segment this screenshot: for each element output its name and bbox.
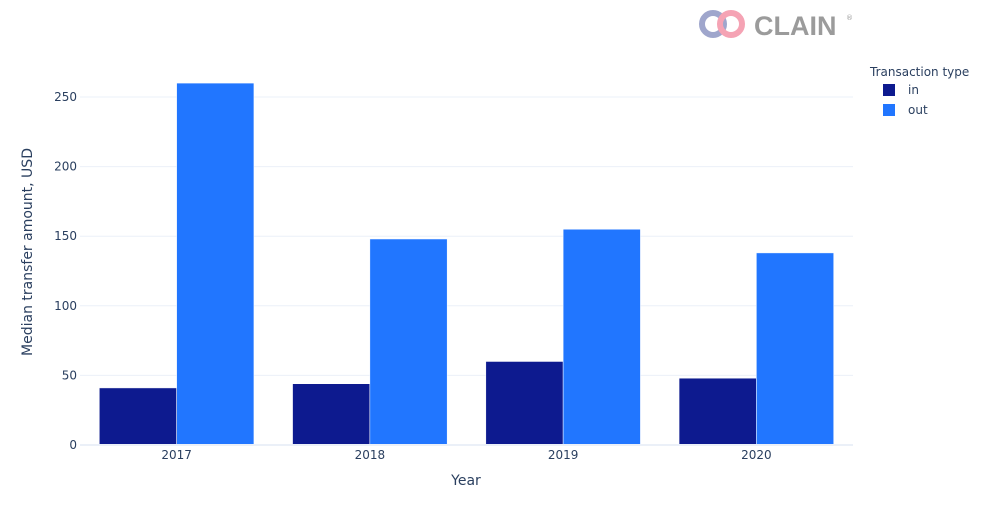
logo-icon	[699, 10, 745, 38]
y-axis-ticks: 0 50 100 150 200 250	[54, 90, 77, 452]
bar-in-2020	[678, 377, 757, 446]
bar-out-2019	[562, 228, 641, 446]
legend-label-in: in	[908, 83, 919, 97]
x-tick-label: 2017	[161, 448, 192, 462]
bar-out-2018	[369, 238, 448, 446]
logo-registered-mark: ®	[846, 14, 853, 22]
y-tick-label: 200	[54, 160, 77, 174]
logo: CLAIN ®	[699, 10, 853, 41]
legend-swatch-out	[883, 104, 895, 116]
logo-text: CLAIN	[754, 11, 837, 41]
x-axis-ticks: 2017 2018 2019 2020	[161, 448, 771, 462]
y-tick-label: 0	[69, 438, 77, 452]
legend-title: Transaction type	[869, 65, 969, 79]
legend-swatch-in	[883, 84, 895, 96]
legend-label-out: out	[908, 103, 928, 117]
y-tick-label: 50	[62, 368, 77, 382]
x-tick-label: 2019	[548, 448, 579, 462]
legend: Transaction type in out	[869, 65, 969, 117]
y-axis-title: Median transfer amount, USD	[20, 148, 36, 356]
bar-in-2018	[292, 383, 371, 446]
x-tick-label: 2018	[355, 448, 386, 462]
x-axis-title: Year	[450, 473, 481, 489]
y-tick-label: 100	[54, 299, 77, 313]
y-tick-label: 150	[54, 229, 77, 243]
y-tick-label: 250	[54, 90, 77, 104]
bars	[99, 82, 834, 446]
bar-out-2020	[756, 252, 834, 446]
bar-in-2019	[485, 361, 564, 446]
x-tick-label: 2020	[741, 448, 772, 462]
bar-out-2017	[176, 82, 255, 446]
bar-in-2017	[99, 387, 177, 446]
